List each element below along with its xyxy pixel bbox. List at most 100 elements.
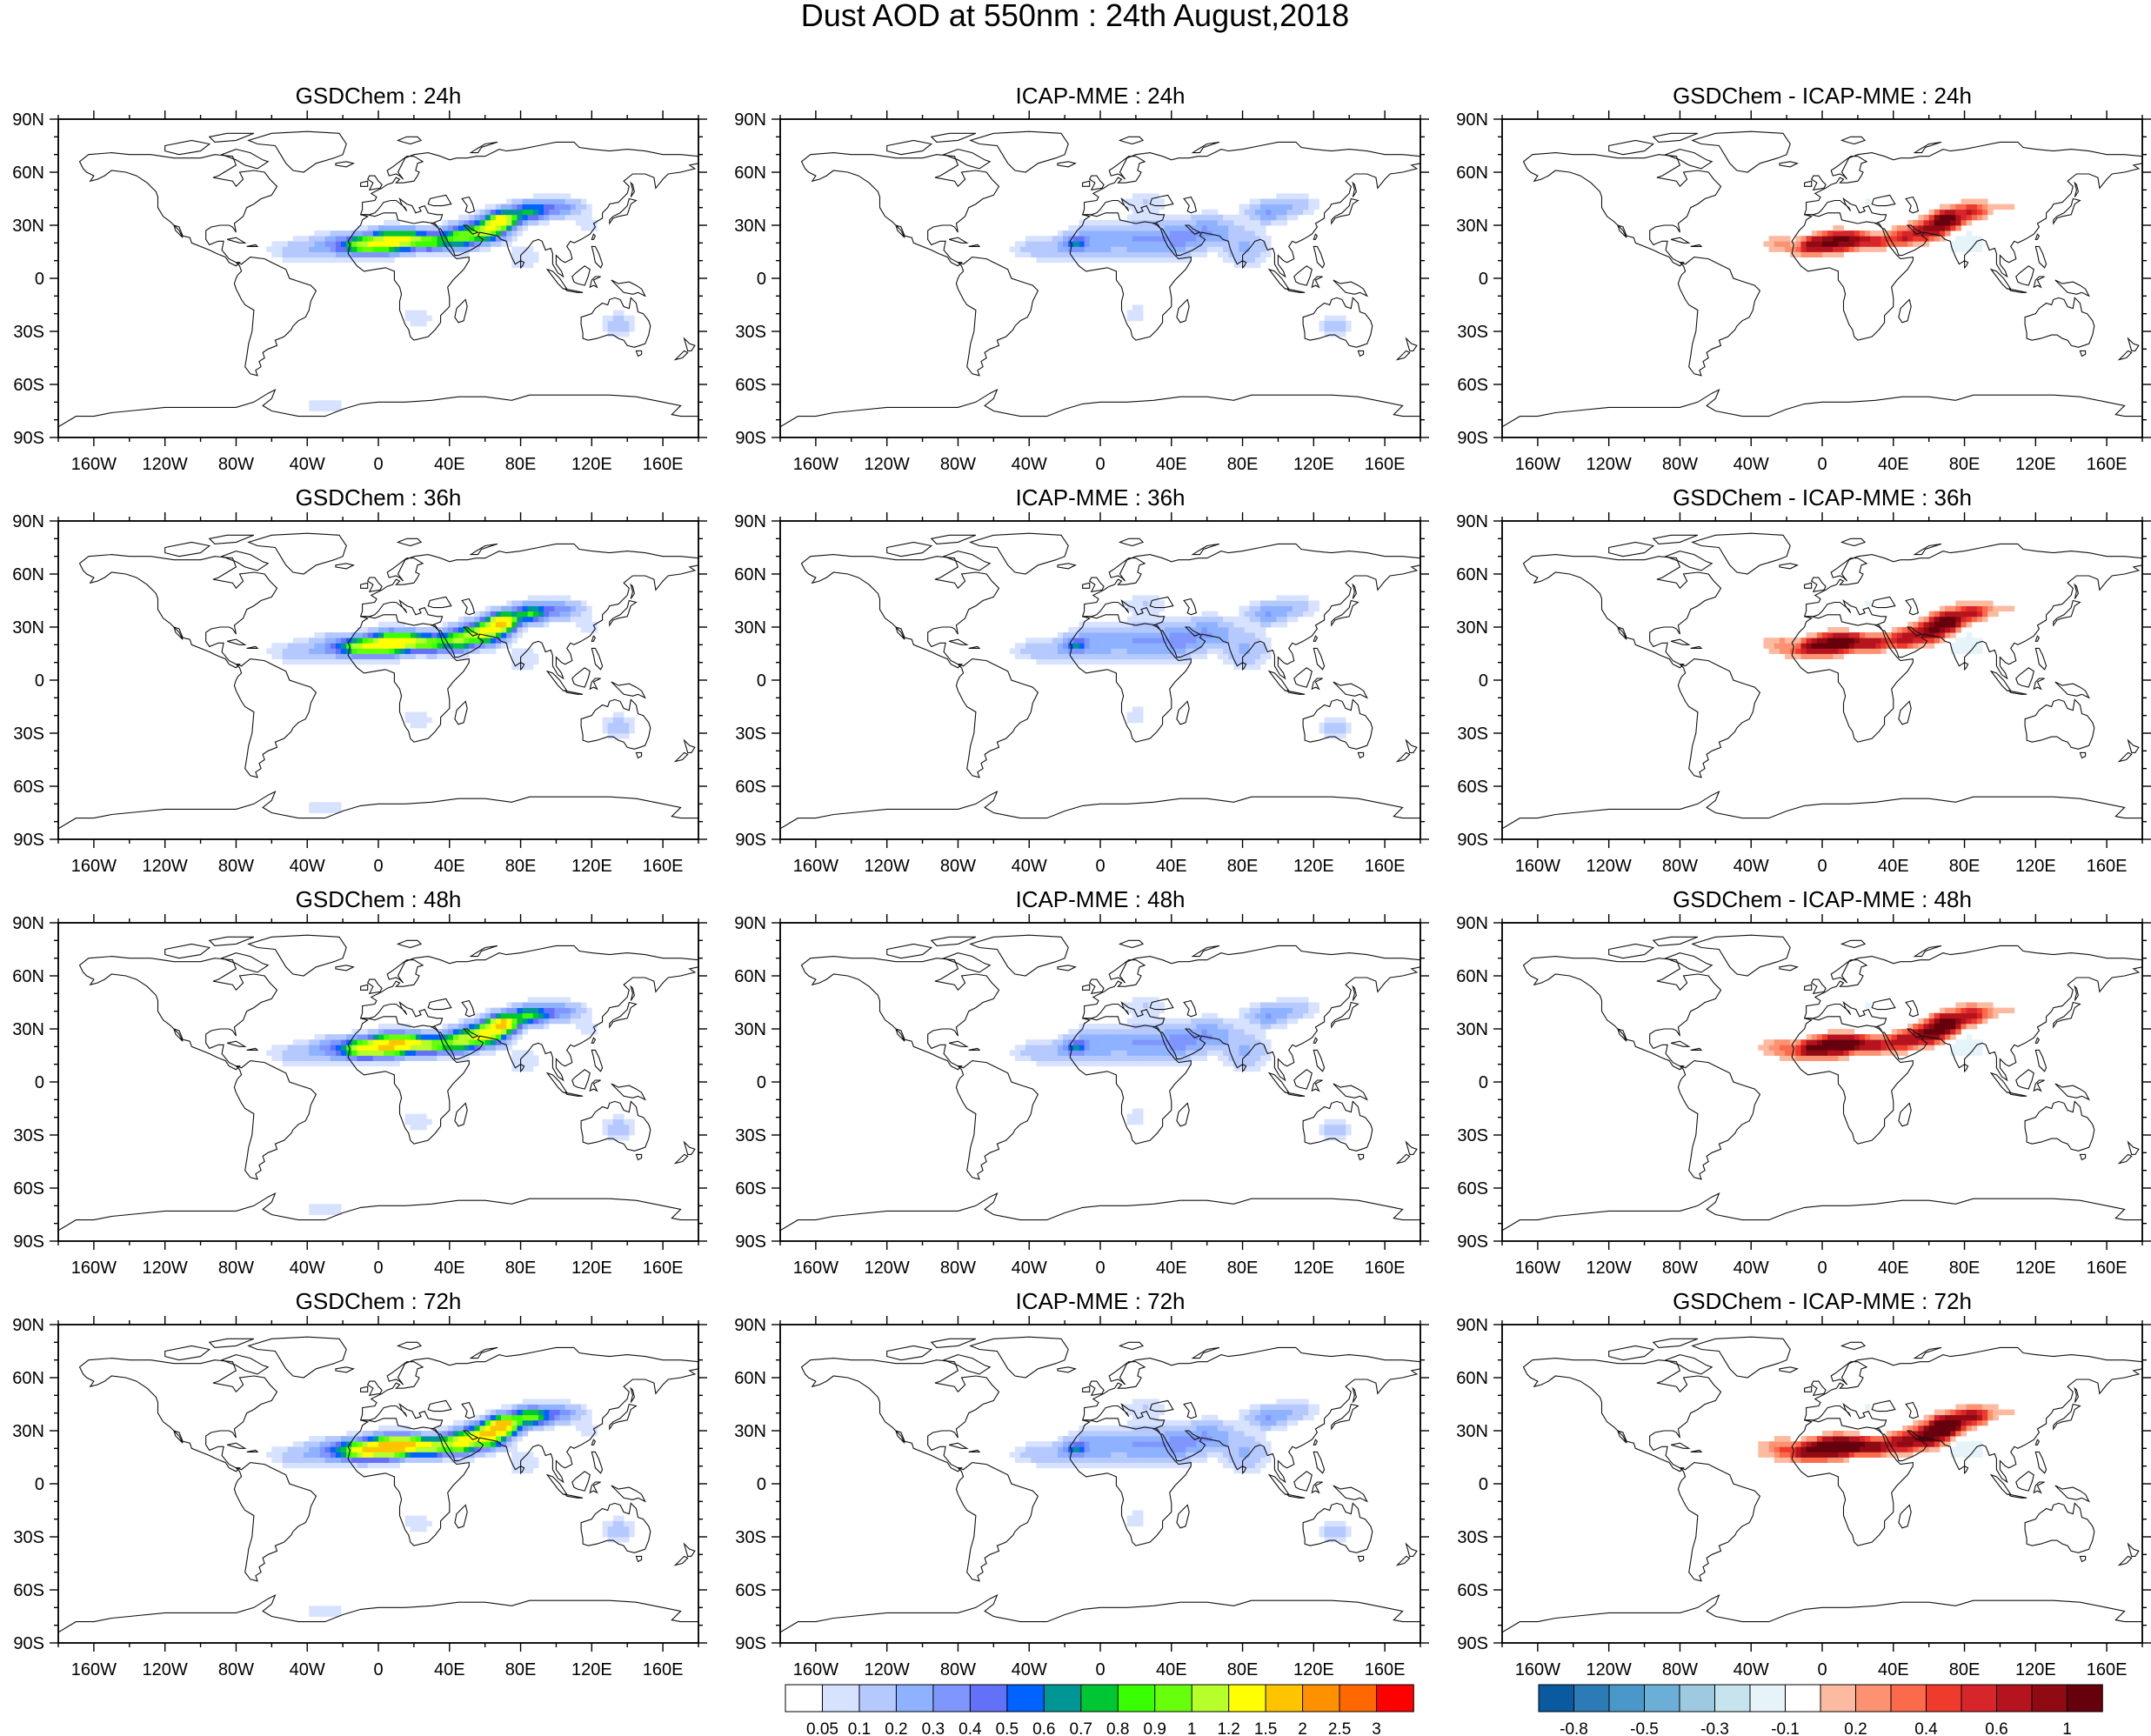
aod-cell <box>474 638 480 644</box>
aod-cell <box>319 230 326 237</box>
aod-cell <box>1955 1029 1961 1035</box>
coastline <box>520 1063 525 1073</box>
aod-cell <box>1228 653 1234 659</box>
panel-title: ICAP-MME : 48h <box>1015 886 1185 912</box>
aod-cell <box>341 1039 347 1045</box>
aod-cell <box>1891 643 1898 649</box>
aod-cell <box>1838 1045 1844 1051</box>
aod-cell <box>292 653 299 659</box>
aod-cell <box>1132 225 1139 231</box>
aod-cell <box>1918 225 1924 231</box>
aod-cell <box>1945 230 1951 237</box>
aod-cell <box>1244 1007 1251 1014</box>
aod-cell <box>319 1209 326 1215</box>
aod-cell <box>1239 1050 1245 1056</box>
aod-cell <box>335 638 342 644</box>
aod-cell <box>346 1436 352 1442</box>
aod-cell <box>1228 1039 1234 1045</box>
aod-cell <box>511 246 518 252</box>
aod-cell <box>1260 214 1266 221</box>
aod-cell <box>1266 643 1272 649</box>
aod-cell <box>324 1457 331 1463</box>
aod-cell <box>1116 1060 1122 1067</box>
aod-cell <box>602 1124 609 1131</box>
aod-cell <box>1164 246 1171 252</box>
aod-cell <box>1223 1034 1229 1040</box>
aod-cell <box>1244 214 1251 221</box>
coastline <box>1840 939 1867 949</box>
aod-cell <box>282 1050 289 1056</box>
aod-cell <box>1880 643 1887 649</box>
aod-cell <box>367 1060 374 1067</box>
aod-cell <box>319 1045 326 1051</box>
aod-cell <box>335 405 342 411</box>
aod-cell <box>1111 653 1117 659</box>
aod-cell <box>1164 214 1171 221</box>
aod-cell <box>394 1425 400 1432</box>
aod-cell <box>1260 1007 1266 1014</box>
coastline <box>780 1192 1420 1241</box>
aod-cell <box>1100 251 1106 257</box>
aod-cell <box>1041 257 1048 264</box>
aod-cell <box>458 1039 464 1045</box>
aod-cell <box>554 1018 560 1025</box>
aod-cell <box>1955 241 1961 247</box>
aod-cell <box>1822 648 1828 654</box>
aod-cell <box>1106 225 1112 231</box>
aod-cell <box>287 257 294 264</box>
aod-cell <box>484 1018 491 1025</box>
aod-cell <box>372 246 379 252</box>
aod-cell <box>1089 1023 1096 1030</box>
aod-cell <box>484 230 491 237</box>
aod-cell <box>1206 621 1213 628</box>
aod-cell <box>1950 204 1956 210</box>
aod-cell <box>1281 1012 1288 1019</box>
coastline <box>227 638 247 645</box>
coastline <box>366 978 383 995</box>
aod-cell <box>1239 1065 1245 1072</box>
aod-cell <box>1191 219 1197 226</box>
aod-cell <box>1057 643 1064 649</box>
aod-cell <box>1116 648 1122 654</box>
aod-cell <box>1961 1045 1967 1051</box>
aod-cell <box>1143 621 1149 628</box>
coastline <box>1677 257 1761 377</box>
aod-cell <box>298 1457 304 1463</box>
aod-cell <box>1089 1050 1096 1056</box>
aod-cell <box>532 193 539 199</box>
aod-cell <box>1223 648 1229 654</box>
aod-cell <box>1923 627 1930 633</box>
aod-cell <box>1297 204 1304 210</box>
aod-cell <box>389 1446 395 1452</box>
aod-cell <box>1126 1118 1133 1125</box>
aod-cell <box>1137 632 1144 638</box>
aod-cell <box>559 1018 566 1025</box>
aod-cell <box>1254 1002 1261 1008</box>
aod-cell <box>1233 616 1239 623</box>
aod-cell <box>1068 225 1074 231</box>
aod-cell <box>394 643 400 649</box>
coastline <box>1331 599 1359 627</box>
aod-cell <box>1186 648 1192 654</box>
aod-cell <box>1201 653 1208 659</box>
aod-cell <box>464 648 470 654</box>
aod-cell <box>1169 219 1176 226</box>
aod-cell <box>404 1050 411 1056</box>
lat-label: 30N <box>734 217 766 236</box>
aod-cell <box>1143 1055 1149 1061</box>
aod-cell <box>522 658 529 665</box>
aod-cell <box>1052 648 1059 654</box>
aod-cell <box>298 236 304 242</box>
lon-label: 80W <box>218 455 254 474</box>
aod-cell <box>330 1034 337 1040</box>
aod-cell <box>1126 214 1133 221</box>
coastline <box>1522 152 1722 267</box>
aod-cell <box>517 1050 523 1056</box>
aod-cell <box>426 1436 432 1442</box>
aod-cell <box>532 219 539 226</box>
aod-cell <box>1143 627 1149 633</box>
aod-cell <box>1902 643 1908 649</box>
aod-cell <box>458 1419 464 1426</box>
aod-cell <box>1100 225 1106 231</box>
